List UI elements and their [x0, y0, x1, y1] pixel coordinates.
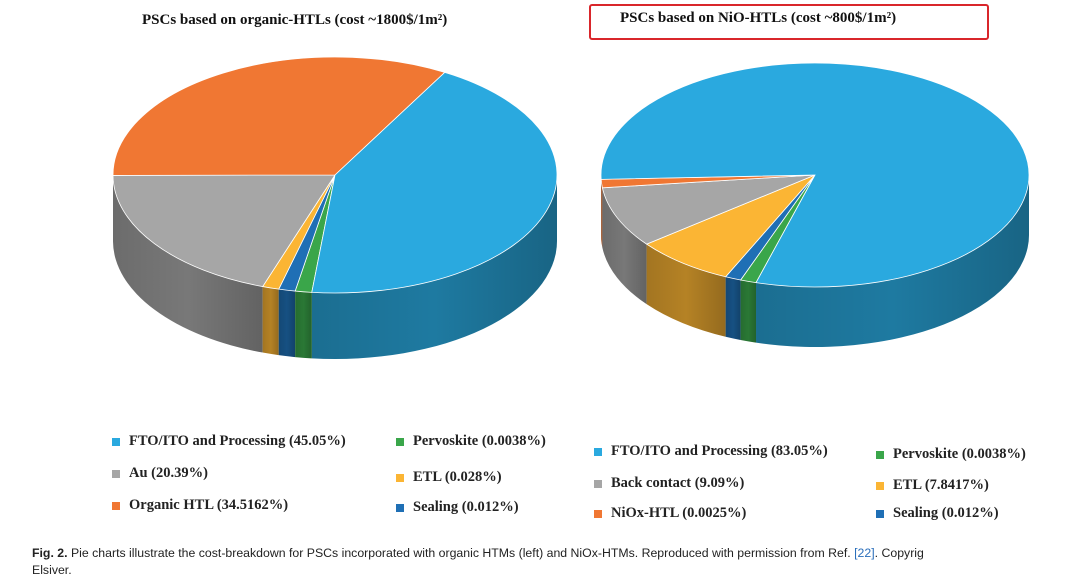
legend-item: ETL (0.028%) [396, 469, 502, 486]
pie-slice-side-shade [740, 280, 757, 343]
legend-item: Au (20.39%) [112, 465, 208, 482]
legend-swatch [594, 447, 602, 456]
pie-slice: FTO/ITO and Processing (45.05%) [311, 71, 558, 294]
pie-slice-side-shade [113, 175, 263, 353]
legend-item: Back contact (9.09%) [594, 475, 744, 492]
legend-swatch [112, 469, 120, 478]
legend-item: FTO/ITO and Processing (83.05%) [594, 443, 828, 460]
pie-slice-side-shade [311, 175, 557, 359]
legend-label: ETL (0.028%) [413, 469, 502, 485]
pie-slice-side-shade [646, 244, 726, 337]
legend-swatch [112, 437, 120, 446]
legend-swatch [876, 450, 884, 459]
legend-label: Au (20.39%) [129, 465, 208, 481]
legend-label: ETL (7.8417%) [893, 477, 989, 493]
pie-slice-side-shade [602, 187, 647, 305]
pie-slice-side-shade [295, 291, 312, 359]
legend-item: Sealing (0.012%) [396, 499, 519, 516]
legend-label: Back contact (9.09%) [611, 475, 745, 491]
legend-item: ETL (7.8417%) [876, 477, 989, 494]
pie-slice: Au (20.39%) [112, 174, 336, 288]
legend-label: Pervoskite (0.0038%) [893, 446, 1026, 462]
caption-text-end: . Copyrig [874, 546, 924, 560]
legend-swatch [594, 509, 602, 518]
legend-label: Pervoskite (0.0038%) [413, 433, 546, 449]
caption-text: Pie charts illustrate the cost-breakdown… [70, 546, 855, 560]
figure-caption: Fig. 2. Pie charts illustrate the cost-b… [32, 545, 1080, 579]
legend-label: Organic HTL (34.5162%) [129, 497, 289, 513]
pie-chart-nio-htl: Pervoskite (0.0038%)Sealing (0.012%)ETL … [600, 62, 1030, 347]
legend-label: FTO/ITO and Processing (83.05%) [611, 443, 828, 459]
legend-swatch [876, 509, 884, 518]
legend-item: Sealing (0.012%) [876, 505, 999, 522]
pie-slice-side-shade [756, 175, 1029, 347]
pie-chart-organic-htl: Pervoskite (0.0038%)Sealing (0.012%)ETL … [112, 56, 558, 359]
pie-slice: Organic HTL (34.5162%) [112, 56, 446, 176]
pie-slice: FTO/ITO and Processing (83.05%) [600, 62, 1030, 288]
reference-link[interactable]: [22] [854, 546, 875, 560]
legend-item: Pervoskite (0.0038%) [876, 446, 1026, 463]
legend-swatch [876, 481, 884, 490]
pie-slice-side-shade [725, 276, 741, 341]
legend-swatch [112, 501, 120, 510]
legend-label: Sealing (0.012%) [413, 499, 519, 515]
highlight-box [589, 4, 989, 40]
legend-swatch [594, 479, 602, 488]
legend-item: Pervoskite (0.0038%) [396, 433, 546, 450]
legend-swatch [396, 503, 404, 512]
chart-title-left: PSCs based on organic-HTLs (cost ~1800$/… [142, 12, 448, 28]
caption-label: Fig. 2. [32, 546, 68, 560]
legend-item: Organic HTL (34.5162%) [112, 497, 288, 514]
legend-item: NiOx-HTL (0.0025%) [594, 505, 746, 522]
pie-slice-side-shade [278, 289, 296, 358]
legend-swatch [396, 473, 404, 482]
chart-title-right: PSCs based on NiO-HTLs (cost ~800$/1m²) [620, 10, 897, 26]
pie-slice-side-shade [262, 286, 279, 356]
legend-label: Sealing (0.012%) [893, 505, 999, 521]
legend-label: NiOx-HTL (0.0025%) [611, 505, 747, 521]
legend-item: FTO/ITO and Processing (45.05%) [112, 433, 346, 450]
pie-slice-side-shade [601, 179, 603, 248]
caption-line-2: Elsiver. [32, 563, 72, 577]
legend-swatch [396, 437, 404, 446]
pie-slice: ETL (7.8417%) [645, 174, 816, 278]
pie-slice: Back contact (9.09%) [601, 174, 816, 245]
legend-label: FTO/ITO and Processing (45.05%) [129, 433, 346, 449]
